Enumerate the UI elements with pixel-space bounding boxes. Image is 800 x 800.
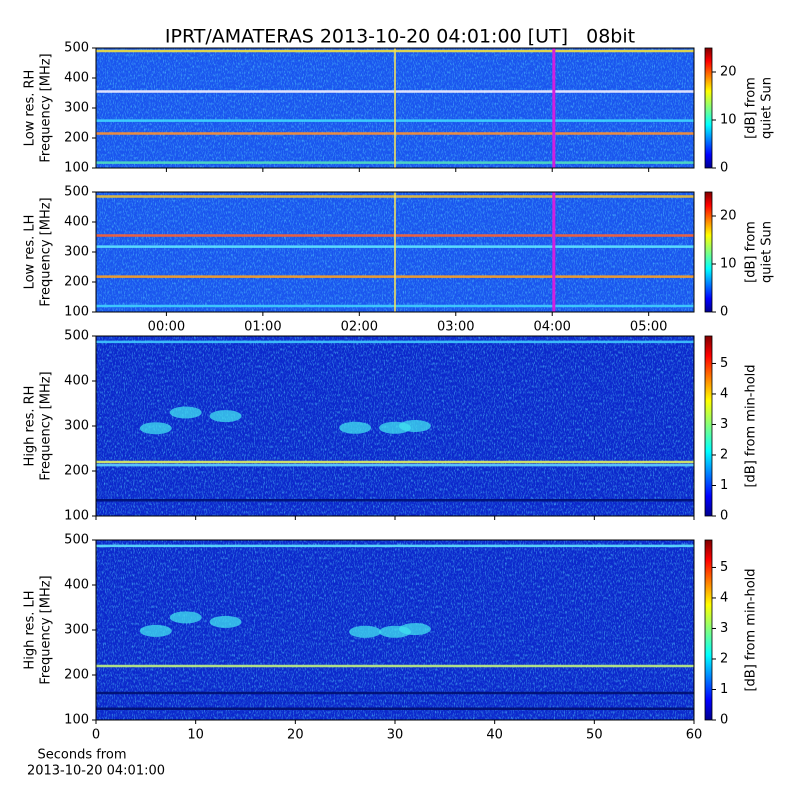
colorbar-tick-label: 5 [720, 356, 728, 371]
colorbar-tick-label: 20 [720, 209, 737, 224]
burst [398, 420, 431, 432]
colorbar-label: quiet Sun [760, 221, 775, 283]
colorbar-tick-label: 10 [720, 257, 737, 272]
colorbar [704, 47, 713, 169]
burst [139, 422, 172, 435]
colorbar-tick-label: 0 [720, 305, 728, 320]
y-axis-label: High res. RH [23, 386, 38, 467]
burst [339, 421, 372, 434]
colorbar-tick-label: 2 [720, 651, 728, 666]
colorbar-tick-label: 3 [720, 417, 728, 432]
y-tick-label: 200 [64, 668, 89, 683]
y-tick-label: 300 [64, 623, 89, 638]
y-tick-label: 100 [64, 713, 89, 728]
x-tick-label: 30 [387, 728, 404, 743]
y-axis-label: Frequency [MHz] [39, 197, 54, 306]
colorbar-label: [dB] from min-hold [744, 364, 759, 487]
y-axis-label: Low res. LH [23, 215, 38, 290]
y-tick-label: 400 [64, 215, 89, 230]
y-tick-label: 200 [64, 464, 89, 479]
x-tick-label: 02:00 [341, 320, 378, 335]
colorbar-tick-label: 4 [720, 386, 728, 401]
x-tick-label: 20 [287, 728, 304, 743]
burst [398, 623, 431, 636]
figure-title: IPRT/AMATERAS 2013-10-20 04:01:00 [UT] 0… [165, 26, 635, 48]
y-tick-label: 300 [64, 245, 89, 260]
y-tick-label: 400 [64, 374, 89, 389]
y-tick-label: 100 [64, 509, 89, 524]
burst [209, 410, 242, 423]
y-tick-label: 500 [64, 329, 89, 344]
x-tick-label: 01:00 [244, 320, 281, 335]
colorbar-tick-label: 2 [720, 447, 728, 462]
colorbar-tick-label: 0 [720, 713, 728, 728]
x-tick-label: 03:00 [437, 320, 474, 335]
x-tick-label: 50 [586, 728, 603, 743]
y-axis-label: Frequency [MHz] [39, 575, 54, 684]
colorbar-label: [dB] from [744, 77, 759, 139]
x-tick-label: 05:00 [630, 320, 667, 335]
y-tick-label: 300 [64, 101, 89, 116]
y-tick-label: 200 [64, 131, 89, 146]
y-tick-label: 200 [64, 275, 89, 290]
x-tick-label: 0 [92, 728, 100, 743]
colorbar [704, 539, 713, 721]
x-axis-label: 2013-10-20 04:01:00 [27, 764, 165, 779]
x-tick-label: 00:00 [148, 320, 185, 335]
y-axis-label: Low res. RH [23, 70, 38, 147]
y-tick-label: 400 [64, 578, 89, 593]
colorbar-label: [dB] from min-hold [744, 568, 759, 691]
colorbar [704, 191, 713, 313]
burst [349, 625, 382, 638]
burst [209, 615, 242, 628]
y-tick-label: 500 [64, 185, 89, 200]
y-tick-label: 500 [64, 41, 89, 56]
colorbar-label: quiet Sun [760, 77, 775, 139]
x-tick-label: 10 [187, 728, 204, 743]
burst [169, 611, 202, 624]
colorbar-label: [dB] from [744, 221, 759, 283]
colorbar-tick-label: 1 [720, 682, 728, 697]
x-axis-label: Seconds from [37, 748, 126, 763]
colorbar-tick-label: 4 [720, 590, 728, 605]
colorbar-tick-label: 20 [720, 65, 737, 80]
x-tick-label: 60 [686, 728, 703, 743]
colorbar-tick-label: 5 [720, 560, 728, 575]
burst [169, 406, 202, 419]
colorbar-tick-label: 0 [720, 161, 728, 176]
x-tick-label: 04:00 [533, 320, 570, 335]
y-axis-label: Frequency [MHz] [39, 371, 54, 480]
y-tick-label: 400 [64, 71, 89, 86]
colorbar-tick-label: 1 [720, 478, 728, 493]
colorbar-tick-label: 3 [720, 621, 728, 636]
colorbar [704, 335, 713, 517]
colorbar-tick-label: 10 [720, 113, 737, 128]
y-tick-label: 300 [64, 419, 89, 434]
y-tick-label: 100 [64, 161, 89, 176]
y-axis-label: High res. LH [23, 590, 38, 669]
y-tick-label: 500 [64, 533, 89, 548]
y-axis-label: Frequency [MHz] [39, 53, 54, 162]
y-tick-label: 100 [64, 305, 89, 320]
burst [139, 624, 172, 637]
x-tick-label: 40 [486, 728, 503, 743]
colorbar-tick-label: 0 [720, 509, 728, 524]
